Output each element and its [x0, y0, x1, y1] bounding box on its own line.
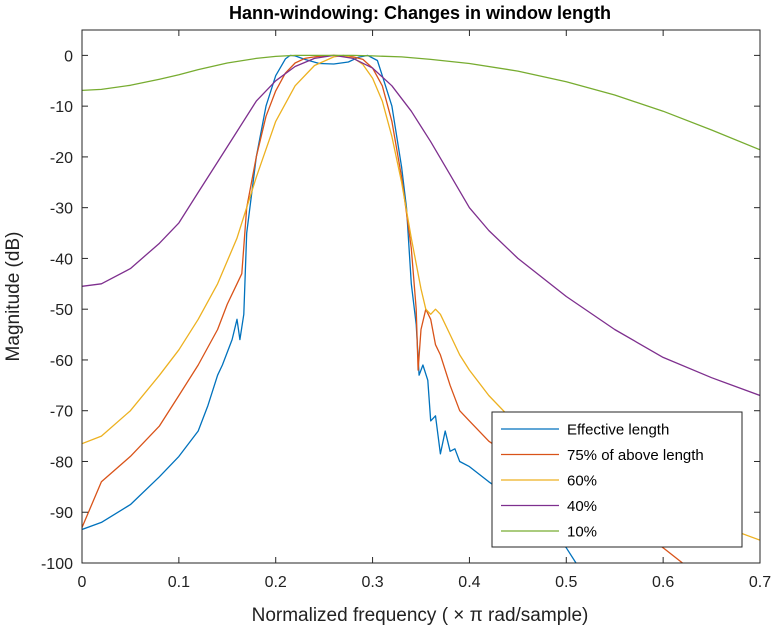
y-tick-label: -20 — [50, 150, 73, 167]
x-tick-label: 0.3 — [361, 574, 383, 591]
y-tick-label: -70 — [50, 404, 73, 421]
series-layer — [82, 54, 760, 563]
y-axis-label: Magnitude (dB) — [3, 232, 24, 362]
x-tick-label: 0.1 — [168, 574, 190, 591]
y-tick-label: -90 — [50, 505, 73, 522]
axes-frame — [81, 29, 761, 564]
legend-label-3: 60% — [567, 473, 597, 490]
x-axis-label: Normalized frequency ( × π rad/sample) — [252, 605, 589, 626]
y-tick-label: -40 — [50, 251, 73, 268]
x-tick-label: 0.7 — [749, 574, 771, 591]
series-line-3 — [82, 54, 760, 541]
x-tick-label: 0.6 — [652, 574, 674, 591]
series-line-4 — [82, 54, 760, 397]
x-tick-label: 0.5 — [555, 574, 577, 591]
y-tick-label: -50 — [50, 302, 73, 319]
y-tick-label: -60 — [50, 353, 73, 370]
series-line-5 — [82, 54, 760, 151]
y-tick-label: -10 — [50, 99, 73, 116]
legend-label-4: 40% — [567, 498, 597, 515]
series-line-2 — [82, 54, 683, 563]
y-tick-label: -100 — [41, 556, 73, 573]
series-line-1 — [82, 54, 577, 563]
axes-layer: 0 0.1 0.2 0.3 0.4 0.5 0.6 0.7 0 -10 -20 -30 -40 -50 -6… — [41, 29, 771, 591]
legend: Effective length 75% of above length 60% 40… — [491, 411, 743, 548]
y-tick-label: 0 — [64, 48, 73, 65]
y-tick-label: -30 — [50, 201, 73, 218]
legend-label-1: Effective length — [567, 422, 669, 439]
legend-label-5: 10% — [567, 524, 597, 541]
x-tick-label: 0.2 — [265, 574, 287, 591]
legend-label-2: 75% of above length — [567, 447, 704, 464]
x-tick-label: 0 — [78, 574, 87, 591]
y-tick-label: -80 — [50, 454, 73, 471]
x-tick-label: 0.4 — [458, 574, 480, 591]
chart-title: Hann-windowing: Changes in window length — [229, 3, 611, 23]
